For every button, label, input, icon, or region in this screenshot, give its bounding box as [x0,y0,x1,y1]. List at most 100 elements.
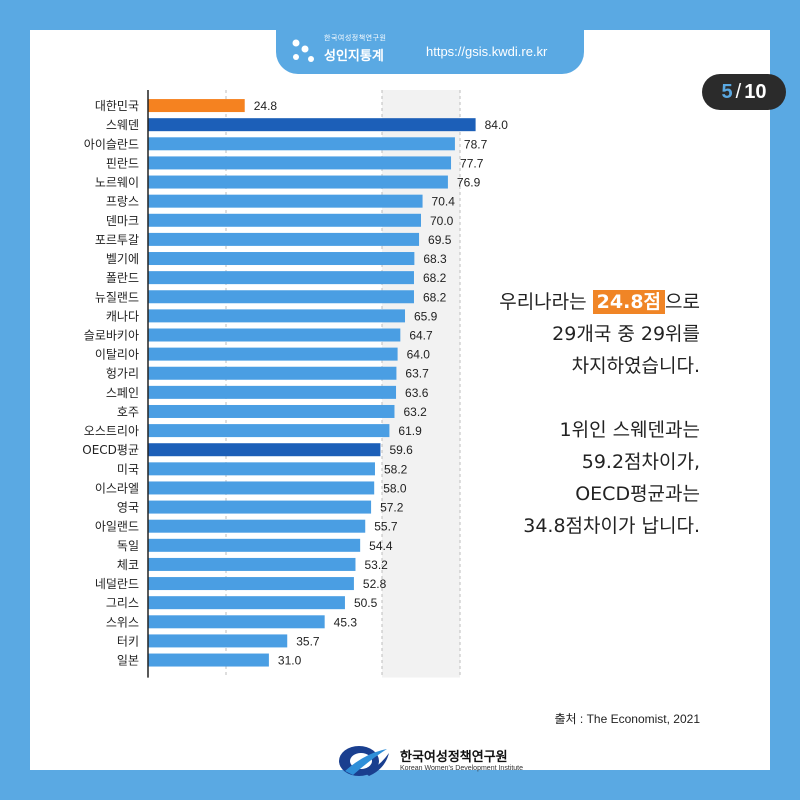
bar [148,252,415,266]
value-label: 57.2 [380,501,404,515]
value-label: 77.7 [460,156,484,170]
category-label: 그리스 [106,596,139,610]
site-url-link[interactable]: https://gsis.kwdi.re.kr [426,44,548,59]
summary-line-2: 29개국 중 29위를 [552,323,700,345]
bar [148,156,452,170]
value-label: 78.7 [464,137,488,151]
category-label: 스웨덴 [106,118,139,132]
bar [148,519,366,533]
category-label: 영국 [117,501,139,515]
bar [148,328,401,342]
category-label: 노르웨이 [95,176,139,190]
page-current: 5 [721,81,733,103]
category-label: 프랑스 [106,195,139,209]
bar [148,99,245,113]
bar [148,500,372,514]
summary-line-6: OECD평균과는 [575,483,700,505]
bar [148,634,288,648]
category-label: 슬로바키아 [84,329,139,343]
score-highlight: 24.8점 [592,290,666,314]
category-label: 네덜란드 [95,577,139,591]
bar [148,385,397,399]
value-label: 84.0 [485,118,509,132]
bar [148,213,421,227]
bar [148,366,397,380]
category-label: 스위스 [106,615,139,629]
summary-post: 으로 [665,291,700,313]
category-label: 체코 [117,558,139,572]
bar [148,462,375,476]
bar [148,443,381,457]
bar [148,290,414,304]
page-indicator: 5/10 [702,74,786,110]
header-tab: 한국여성정책연구원 성인지통계 https://gsis.kwdi.re.kr [276,30,584,74]
value-label: 63.7 [405,367,429,381]
bar [148,118,476,132]
page-total: 10 [744,81,767,103]
value-label: 59.6 [389,443,413,457]
value-label: 63.2 [403,405,427,419]
value-label: 55.7 [374,520,398,534]
value-label: 64.7 [409,329,433,343]
footer-org-english: Korean Women's Development Institute [400,765,523,772]
summary-text: 우리나라는 24.8점 으로 29개국 중 29위를 차지하였습니다. 1위인 스… [400,286,700,542]
category-label: 이스라엘 [95,481,139,495]
category-label: 덴마크 [106,214,139,228]
category-label: 터키 [117,634,139,648]
value-label: 65.9 [414,309,438,323]
value-label: 45.3 [334,615,358,629]
category-label: OECD평균 [82,443,139,457]
bar [148,615,325,629]
value-label: 64.0 [407,348,431,362]
bar-chart: 대한민국 24.8 스웨덴 84.0 아이슬란드 78.7 핀란드 77.7 노르웨이 76.9 프… [82,90,509,678]
content-card: 한국여성정책연구원 성인지통계 https://gsis.kwdi.re.kr … [30,30,786,776]
value-label: 58.2 [384,462,408,476]
bar [148,557,356,571]
bar [148,596,345,610]
footer-org-name: 한국여성정책연구원 [400,750,508,765]
value-label: 70.0 [430,214,454,228]
bar [148,347,398,361]
brand-name: 성인지통계 [324,49,384,64]
value-label: 61.9 [398,424,422,438]
bar [148,271,414,285]
category-label: 벨기에 [106,252,139,266]
kwdi-logo-icon [339,746,389,776]
bar [148,404,395,418]
category-label: 대한민국 [95,99,139,113]
bar [148,232,420,246]
value-label: 50.5 [354,596,378,610]
category-label: 미국 [117,462,139,476]
bar [148,194,423,208]
category-label: 헝가리 [106,367,139,381]
category-label: 독일 [117,539,139,553]
value-label: 31.0 [278,654,302,668]
value-label: 58.0 [383,481,407,495]
value-label: 70.4 [432,195,456,209]
category-label: 캐나다 [106,309,139,323]
value-label: 52.8 [363,577,387,591]
summary-line-5: 59.2점차이가, [581,451,700,473]
value-label: 53.2 [364,558,388,572]
bar [148,309,406,323]
category-label: 스페인 [106,386,139,400]
category-label: 아이슬란드 [84,137,139,151]
bar [148,577,354,591]
value-label: 68.3 [423,252,447,266]
value-label: 68.2 [423,271,447,285]
brand-org: 한국여성정책연구원 [324,34,387,42]
summary-line-4: 1위인 스웨덴과는 [559,419,701,441]
brand-dots-icon [292,39,314,62]
source-note: 출처 : The Economist, 2021 [554,712,700,726]
bar [148,424,390,438]
value-label: 76.9 [457,176,481,190]
summary-line-7: 34.8점차이가 납니다. [523,515,700,537]
value-label: 68.2 [423,290,447,304]
category-label: 포르투갈 [95,233,139,247]
value-label: 35.7 [296,634,320,648]
value-label: 63.6 [405,386,429,400]
value-label: 69.5 [428,233,452,247]
bar [148,481,375,495]
summary-line-1: 우리나라는 24.8점 으로 [400,286,700,318]
category-label: 폴란드 [106,271,139,285]
